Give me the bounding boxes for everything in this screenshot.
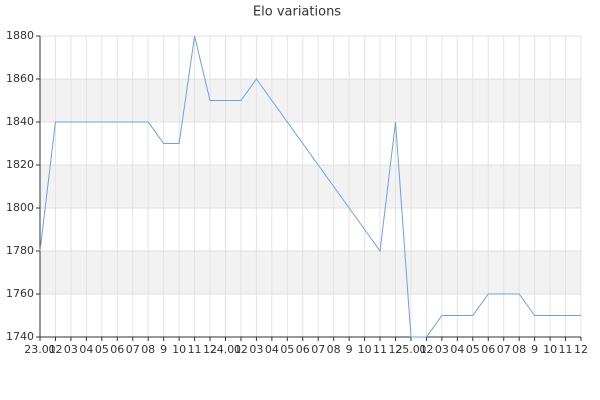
grid-band bbox=[40, 79, 581, 122]
y-tick-label: 1800 bbox=[6, 201, 34, 214]
x-tick-label: 02 bbox=[234, 343, 248, 356]
chart-title: Elo variations bbox=[253, 5, 341, 20]
x-tick-label: 05 bbox=[466, 343, 480, 356]
x-tick-label: 03 bbox=[249, 343, 263, 356]
x-tick-label: 06 bbox=[110, 343, 124, 356]
x-tick-label: 08 bbox=[327, 343, 341, 356]
x-tick-label: 10 bbox=[172, 343, 186, 356]
x-tick-label: 06 bbox=[481, 343, 495, 356]
y-tick-label: 1780 bbox=[6, 244, 34, 257]
x-tick-label: 11 bbox=[559, 343, 573, 356]
x-tick-label: 9 bbox=[346, 343, 353, 356]
x-tick-label: 08 bbox=[141, 343, 155, 356]
x-tick-label: 03 bbox=[435, 343, 449, 356]
x-tick-label: 02 bbox=[419, 343, 433, 356]
x-tick-label: 11 bbox=[373, 343, 387, 356]
x-tick-label: 12 bbox=[203, 343, 217, 356]
x-tick-label: 9 bbox=[160, 343, 167, 356]
x-tick-label: 11 bbox=[188, 343, 202, 356]
x-tick-label: 10 bbox=[358, 343, 372, 356]
y-tick-label: 1740 bbox=[6, 330, 34, 343]
grid-band bbox=[40, 165, 581, 208]
x-tick-label: 10 bbox=[543, 343, 557, 356]
x-tick-label: 04 bbox=[79, 343, 93, 356]
x-tick-label: 04 bbox=[450, 343, 464, 356]
x-tick-label: 24.01 bbox=[210, 343, 242, 356]
x-tick-label: 05 bbox=[280, 343, 294, 356]
x-tick-label: 25.01 bbox=[395, 343, 427, 356]
grid-band bbox=[40, 251, 581, 294]
x-tick-label: 12 bbox=[389, 343, 403, 356]
x-tick-label: 04 bbox=[265, 343, 279, 356]
y-tick-label: 1760 bbox=[6, 287, 34, 300]
y-tick-label: 1860 bbox=[6, 72, 34, 85]
x-tick-label: 02 bbox=[48, 343, 62, 356]
y-tick-label: 1820 bbox=[6, 158, 34, 171]
y-tick-label: 1840 bbox=[6, 115, 34, 128]
x-tick-label: 23.01 bbox=[24, 343, 56, 356]
x-tick-label: 03 bbox=[64, 343, 78, 356]
y-tick-label: 1880 bbox=[6, 29, 34, 42]
x-tick-label: 12 bbox=[574, 343, 588, 356]
x-tick-label: 07 bbox=[311, 343, 325, 356]
x-tick-label: 08 bbox=[512, 343, 526, 356]
x-tick-label: 07 bbox=[126, 343, 140, 356]
x-tick-label: 06 bbox=[296, 343, 310, 356]
series-line bbox=[39, 35, 581, 338]
x-tick-label: 07 bbox=[497, 343, 511, 356]
x-tick-label: 9 bbox=[531, 343, 538, 356]
x-tick-label: 05 bbox=[95, 343, 109, 356]
